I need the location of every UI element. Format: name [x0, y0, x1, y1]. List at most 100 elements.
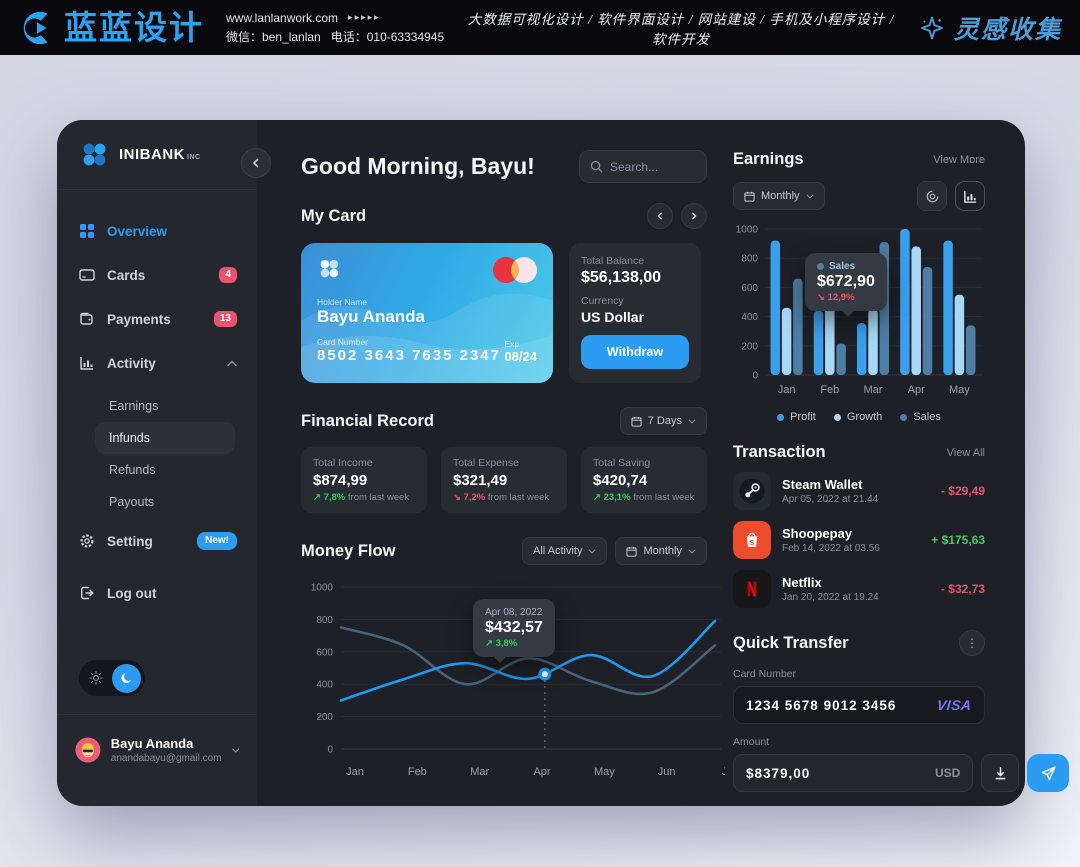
sidebar-item-logout[interactable]: Log out [79, 580, 237, 606]
sidebar-item-activity[interactable]: Activity [79, 350, 237, 376]
donut-chart-toggle-button[interactable] [917, 181, 947, 211]
website-link[interactable]: www.lanlanwork.com [226, 10, 339, 25]
calendar-icon [626, 546, 638, 557]
quick-transfer-menu-button[interactable]: ⋮ [959, 630, 985, 656]
sidebar-item-cards[interactable]: Cards 4 [79, 262, 237, 288]
sidebar-subitem-payouts[interactable]: Payouts [109, 495, 155, 509]
steam-icon [733, 472, 771, 510]
search-input[interactable] [610, 159, 690, 174]
download-icon [995, 766, 1006, 779]
calendar-icon [631, 416, 642, 427]
kebab-menu-icon: ⋮ [966, 636, 978, 650]
chevron-right-icon [692, 212, 697, 220]
transaction-row-steam[interactable]: Steam Wallet Apr 05, 2022 at 21.44 - $29… [733, 472, 985, 510]
earnings-legend: Profit Growth Sales [733, 411, 985, 423]
stat-total-saving: Total Saving $420,74 ↗ 23,1% from last w… [581, 447, 707, 513]
transaction-date: Apr 05, 2022 at 21.44 [782, 494, 879, 505]
card-next-button[interactable] [681, 203, 707, 229]
bar-chart-toggle-button[interactable] [955, 181, 985, 211]
grid-icon [80, 224, 94, 238]
sidebar-subitem-infunds[interactable]: Infunds [95, 422, 235, 454]
range-dropdown[interactable]: 7 Days [619, 407, 707, 435]
quick-transfer-title: Quick Transfer [733, 633, 849, 652]
user-name: Bayu Ananda [110, 736, 194, 751]
chevron-down-icon [806, 194, 813, 199]
gear-icon [80, 534, 94, 548]
sidebar-item-payments[interactable]: Payments 13 [79, 306, 237, 332]
light-mode-sun-icon [83, 671, 109, 685]
transaction-amount: - $32,73 [940, 582, 985, 596]
amount-input[interactable] [746, 765, 927, 781]
exp-label: Exp [504, 339, 520, 349]
amount-currency: USD [935, 766, 961, 780]
earnings-period-dropdown[interactable]: Monthly [733, 182, 825, 210]
lanlan-logo[interactable]: 蓝蓝设计 [18, 9, 204, 47]
chevron-left-icon [252, 158, 259, 168]
money-flow-title: Money Flow [301, 541, 396, 560]
period-value: Monthly [643, 545, 682, 557]
sidebar-item-overview[interactable]: Overview [79, 218, 237, 244]
download-button[interactable] [981, 754, 1020, 792]
sidebar-item-setting[interactable]: Setting New! [79, 528, 237, 554]
svg-text:Jan: Jan [346, 766, 364, 778]
transaction-row-netflix[interactable]: Netflix Jan 20, 2022 at 19.24 - $32,73 [733, 570, 985, 608]
earnings-view-more-link[interactable]: View More [933, 153, 985, 166]
period-dropdown[interactable]: Monthly [615, 537, 707, 565]
card-bank-logo-icon [320, 259, 339, 278]
send-plane-icon [1041, 765, 1056, 780]
transaction-row-shoopepay[interactable]: S Shoopepay Feb 14, 2022 at 03.56 + $175… [733, 521, 985, 559]
stat-value: $420,74 [593, 472, 648, 489]
stat-label: Total Expense [453, 457, 519, 469]
card-wave-decoration [301, 293, 553, 383]
stat-label: Total Income [313, 457, 373, 469]
credit-card[interactable]: Holder Name Bayu Ananda Card Number 8502… [301, 243, 553, 383]
inspiration-collect[interactable]: 灵感收集 [918, 10, 1062, 46]
money-flow-chart[interactable]: 0 200 400 600 800 1000 Jan Feb Mar Apr May Jun Jul A… [301, 573, 725, 791]
exp-value: 08/24 [504, 349, 537, 364]
sidebar-subitem-refunds[interactable]: Refunds [109, 463, 156, 477]
user-profile[interactable]: Bayu Ananda anandabayu@gmail.com [57, 714, 257, 785]
activity-filter-dropdown[interactable]: All Activity [521, 537, 608, 565]
stat-total-expense: Total Expense $321,49 ↘ 7,2% from last w… [441, 447, 567, 513]
greeting-title: Good Morning, Bayu! [301, 153, 535, 179]
amount-field[interactable]: USD [733, 754, 974, 792]
search-box[interactable] [579, 150, 707, 183]
theme-toggle[interactable] [79, 660, 145, 696]
svg-text:1000: 1000 [736, 225, 759, 236]
transaction-list: Steam Wallet Apr 05, 2022 at 21.44 - $29… [733, 472, 985, 608]
financial-record-title: Financial Record [301, 411, 434, 430]
promo-top-bar: 蓝蓝设计 www.lanlanwork.com ▸▸▸▸▸ 微信：ben_lan… [0, 0, 1080, 55]
svg-text:600: 600 [316, 647, 333, 658]
transaction-date: Jan 20, 2022 at 19.24 [782, 592, 879, 603]
withdraw-button[interactable]: Withdraw [581, 335, 689, 369]
sidebar-item-label: Cards [107, 267, 146, 283]
wechat-contact: 微信：ben_lanlan [226, 29, 321, 44]
transaction-view-all-link[interactable]: View All [946, 446, 985, 459]
sidebar-item-label: Activity [107, 355, 156, 371]
sidebar-item-label: Payments [107, 311, 171, 327]
financial-stats: Total Income $874,99 ↗ 7,8% from last we… [301, 447, 707, 513]
send-transfer-button[interactable] [1027, 754, 1070, 792]
svg-text:Apr: Apr [908, 384, 925, 396]
svg-text:200: 200 [316, 712, 333, 723]
tooltip-value: $672,90 [817, 273, 875, 290]
earnings-bar-chart: 0 200 400 600 800 1000 Jan Feb Mar Apr May [736, 225, 983, 396]
sidebar-collapse-button[interactable] [241, 148, 271, 178]
earnings-chart[interactable]: 0 200 400 600 800 1000 Jan Feb Mar Apr May Sales $… [733, 217, 985, 409]
svg-text:Mar: Mar [864, 384, 883, 396]
lanlan-logo-icon [23, 11, 48, 44]
svg-text:0: 0 [327, 745, 333, 756]
card-number-input[interactable] [746, 697, 930, 713]
chevron-left-icon [657, 212, 662, 220]
activity-submenu: Earnings Infunds Refunds Payouts [79, 390, 237, 518]
transaction-amount: + $175,63 [931, 533, 985, 547]
svg-text:0: 0 [752, 371, 758, 382]
transaction-name: Netflix [782, 575, 822, 590]
bar-chart-icon [963, 190, 976, 203]
earnings-title: Earnings [733, 150, 804, 168]
sidebar-subitem-earnings[interactable]: Earnings [109, 399, 159, 413]
card-number-field[interactable]: VISA [733, 686, 985, 724]
card-prev-button[interactable] [647, 203, 673, 229]
sidebar-item-label: Overview [107, 223, 168, 239]
mastercard-icon [493, 257, 537, 283]
